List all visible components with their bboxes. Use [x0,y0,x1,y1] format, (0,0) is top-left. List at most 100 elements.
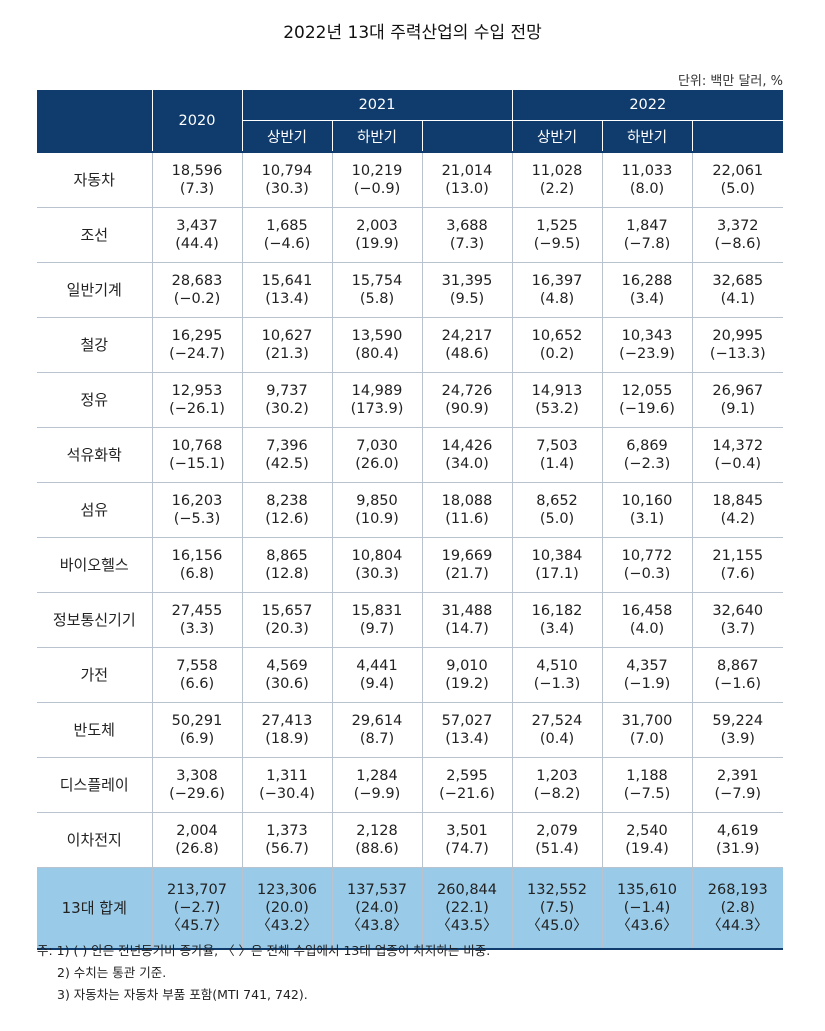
amount: 14,426 [441,438,493,454]
amount: 16,288 [621,273,673,289]
growth-rate: (3.9) [720,731,755,747]
amount: 3,501 [446,823,488,839]
growth-rate: (−7.9) [714,786,762,802]
value-cell: 8,652 (5.0) [512,482,603,538]
growth-rate: (80.4) [355,346,399,362]
amount: 4,569 [266,658,308,674]
amount: 9,850 [356,493,398,509]
value-cell: 1,311 (−30.4) [242,757,333,813]
amount: 1,685 [266,218,308,234]
value-cell: 18,596 (7.3) [152,151,243,208]
amount: 29,614 [351,713,403,729]
growth-rate: (19.9) [355,236,399,252]
amount: 10,219 [351,163,403,179]
amount: 7,030 [356,438,398,454]
amount: 10,652 [531,328,583,344]
amount: 19,669 [441,548,493,564]
amount: 16,156 [171,548,223,564]
value-cell: 1,203 (−8.2) [512,757,603,813]
amount: 7,396 [266,438,308,454]
growth-rate: (7.3) [449,236,485,252]
value-cell: 21,155 (7.6) [692,537,784,593]
value-cell: 28,683 (−0.2) [152,262,243,318]
amount: 10,343 [621,328,673,344]
growth-rate: (31.9) [715,841,760,857]
amount: 10,627 [261,328,313,344]
value-cell: 1,525 (−9.5) [512,207,603,263]
amount: 16,295 [171,328,223,344]
value-cell: 29,614 (8.7) [332,702,423,758]
amount: 1,311 [266,768,308,784]
growth-rate: (−1.3) [533,676,581,692]
value-cell: 26,967 (9.1) [692,372,784,428]
share: 〈45.0〉 [526,918,588,934]
value-cell: 3,437 (44.4) [152,207,243,263]
value-cell: 2,128 (88.6) [332,812,423,868]
unit-label: 단위: 백만 달러, % [677,74,783,89]
table-row: 반도체 50,291 (6.9) 27,413 (18.9) 29,614 (8.7) 57,… [37,702,784,758]
value-cell: 10,768 (−15.1) [152,427,243,483]
row-category: 이차전지 [37,812,153,868]
value-cell: 50,291 (6.9) [152,702,243,758]
footnote-3: 3) 자동차는 자동차 부품 포함(MTI 741, 742). [57,987,308,1002]
growth-rate: (−7.8) [623,236,671,252]
growth-rate: (−4.6) [263,236,311,252]
amount: 3,308 [176,768,218,784]
value-cell: 16,288 (3.4) [602,262,693,318]
amount: 6,869 [626,438,668,454]
value-cell: 3,688 (7.3) [422,207,513,263]
header-2020: 2020 [152,90,243,152]
growth-rate: (−0.4) [714,456,762,472]
growth-rate: (−30.4) [259,786,315,802]
amount: 2,595 [446,768,488,784]
amount: 32,640 [712,603,764,619]
header-category [37,90,153,152]
value-cell: 16,397 (4.8) [512,262,603,318]
header-2022-h2: 하반기 [602,120,693,152]
amount: 1,284 [356,768,398,784]
amount: 8,865 [266,548,308,564]
growth-rate: (11.6) [445,511,489,527]
value-cell: 24,217 (48.6) [422,317,513,373]
amount: 20,995 [712,328,764,344]
value-cell: 16,458 (4.0) [602,592,693,648]
amount: 24,217 [441,328,493,344]
growth-rate: (−1.4) [623,900,671,916]
table-row: 석유화학 10,768 (−15.1) 7,396 (42.5) 7,030 (26.0) 1… [37,427,784,483]
growth-rate: (3.7) [720,621,755,637]
header-2022: 2022 [512,90,784,121]
amount: 2,003 [356,218,398,234]
amount: 18,596 [171,163,223,179]
growth-rate: (1.4) [539,456,575,472]
share: 〈43.2〉 [256,918,318,934]
amount: 123,306 [257,882,317,898]
growth-rate: (30.3) [355,566,399,582]
growth-rate: (90.9) [445,401,489,417]
amount: 10,768 [171,438,223,454]
growth-rate: (3.3) [179,621,215,637]
growth-rate: (4.8) [539,291,575,307]
value-cell: 3,372 (−8.6) [692,207,784,263]
value-cell: 1,373 (56.7) [242,812,333,868]
growth-rate: (13.0) [445,181,489,197]
growth-rate: (20.0) [265,900,309,916]
amount: 26,967 [712,383,764,399]
growth-rate: (4.1) [720,291,755,307]
amount: 11,033 [621,163,673,179]
growth-rate: (30.2) [265,401,309,417]
table-row: 이차전지 2,004 (26.8) 1,373 (56.7) 2,128 (88.6) 3,5… [37,812,784,868]
value-cell: 10,652 (0.2) [512,317,603,373]
table-row: 섬유 16,203 (−5.3) 8,238 (12.6) 9,850 (10.9) 18,0… [37,482,784,538]
header-2022-total [692,120,784,152]
header-2021-h1: 상반기 [242,120,333,152]
import-forecast-table: 2020 2021 2022 상반기 하반기 상반기 하반기 자동차 18,596… [37,90,784,950]
table-row: 자동차 18,596 (7.3) 10,794 (30.3) 10,219 (−0.9) 21… [37,151,784,208]
growth-rate: (20.3) [265,621,309,637]
value-cell: 15,831 (9.7) [332,592,423,648]
row-category: 디스플레이 [37,757,153,813]
value-cell: 1,685 (−4.6) [242,207,333,263]
growth-rate: (13.4) [445,731,489,747]
value-cell: 12,055 (−19.6) [602,372,693,428]
growth-rate: (12.8) [265,566,309,582]
amount: 213,707 [167,882,227,898]
